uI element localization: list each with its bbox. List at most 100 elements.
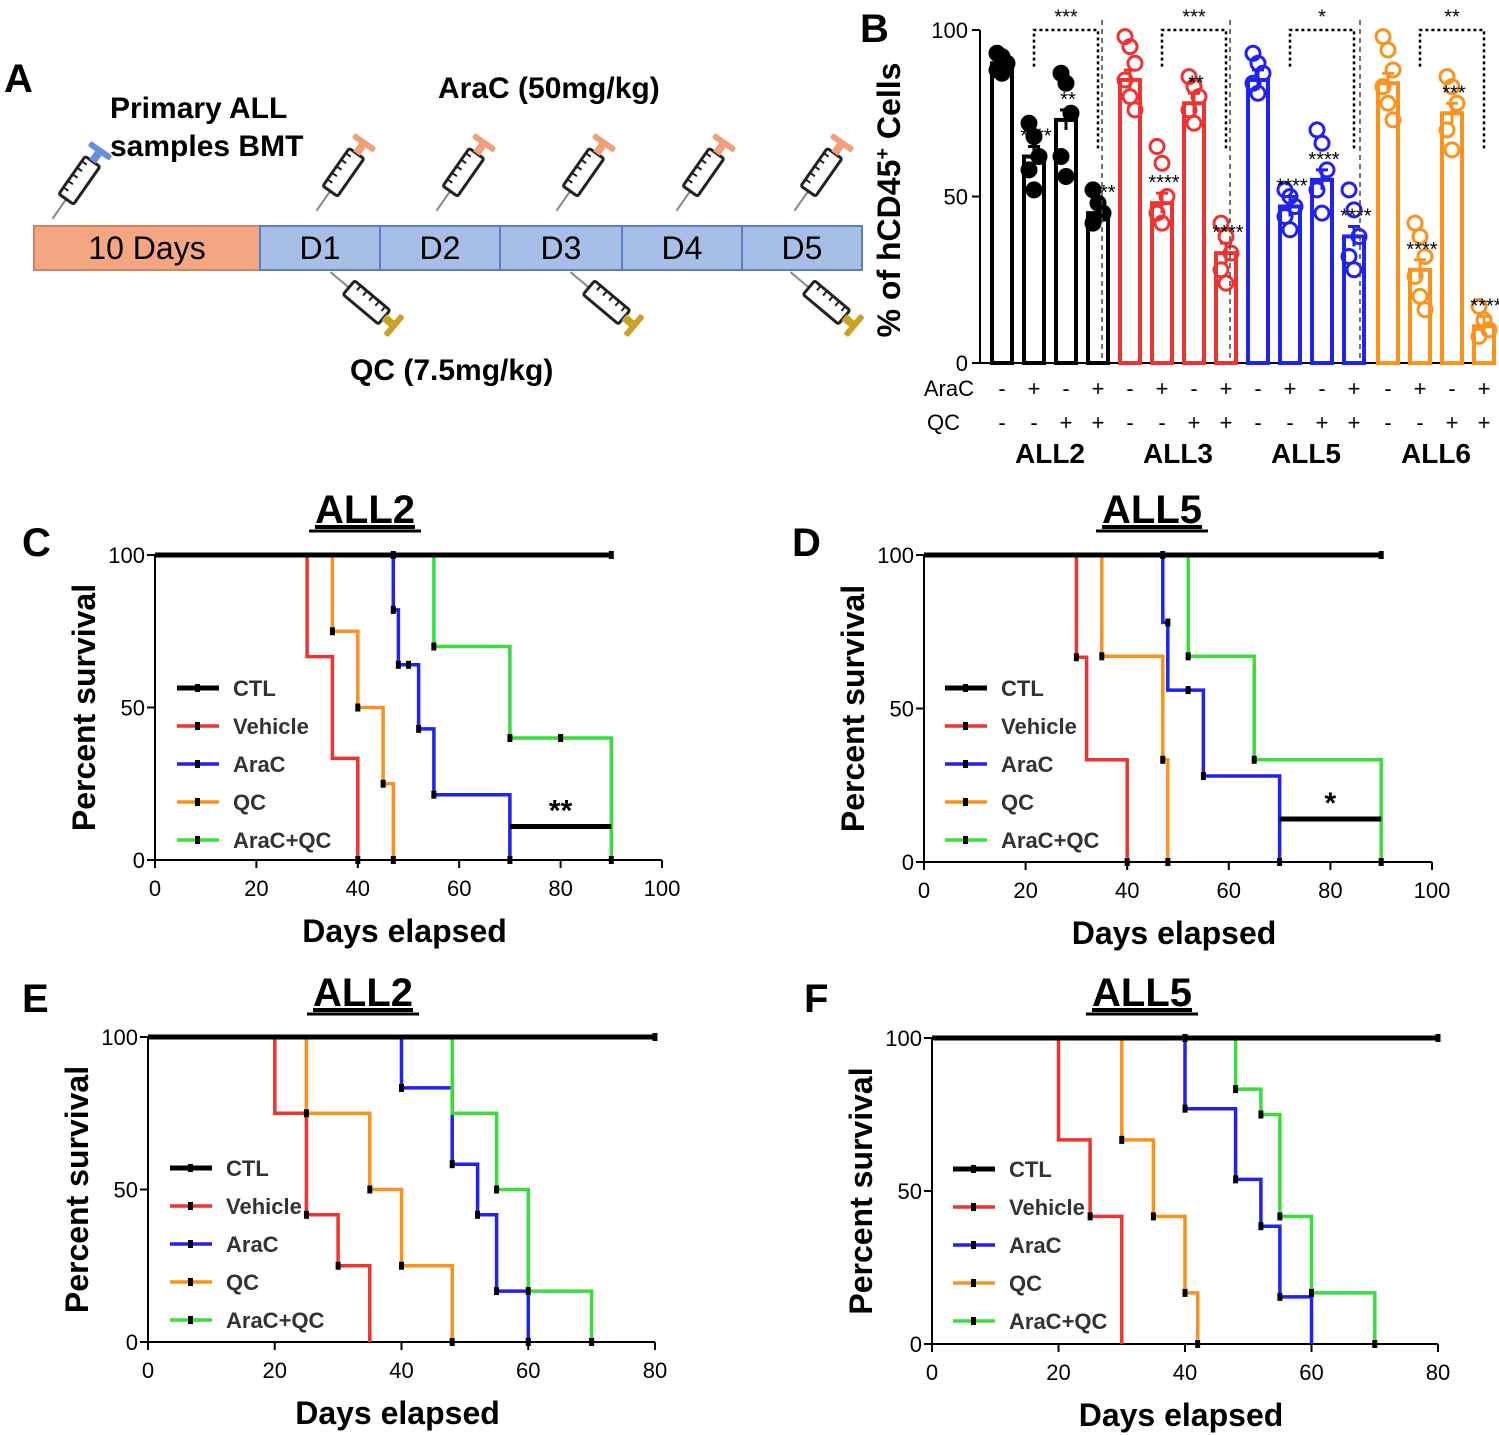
data-point [1318,161,1336,179]
f-x-tick-label: 20 [1046,1360,1070,1385]
d-chart-title: ALL5 [1102,488,1202,532]
f-censor-mark [1087,1212,1093,1221]
b-qc-sign: + [1220,410,1233,435]
e-censor-mark [367,1185,373,1194]
c-censor-mark [608,551,614,559]
arac-syringe-icon-d3 [544,131,618,220]
significance-bracket [1288,28,1356,150]
e-x-tick-label: 60 [516,1358,540,1383]
e-legend-mark [188,1240,193,1248]
f-legend-label: QC [1009,1271,1042,1296]
c-legend-mark [195,798,200,806]
significance-bracket [1032,28,1100,150]
c-x-tick-label: 100 [644,876,681,901]
bar [1342,234,1366,366]
b-arac-sign: + [1092,376,1105,401]
e-censor-mark [652,1033,658,1041]
f-chart-title: ALL5 [1092,971,1192,1015]
d-legend-mark [963,684,968,692]
f-legend-mark [971,1203,976,1211]
timeline-d4-label: D4 [662,230,703,266]
data-point [1121,38,1139,56]
d-y-tick-label: 50 [890,697,914,722]
data-point [1308,181,1326,199]
data-point [1340,181,1358,199]
d-censor-mark [1185,652,1191,661]
f-y-tick-label: 100 [885,1026,922,1051]
b-arac-sign: - [998,376,1005,401]
data-point [1411,227,1429,245]
d-censor-mark [1124,858,1130,866]
f-censor-mark [1258,1110,1264,1119]
c-y-tick-label: 100 [108,543,145,568]
c-legend-mark [195,760,200,768]
timeline-d3-label: D3 [541,230,582,266]
f-y-tick-label: 50 [898,1179,922,1204]
c-x-tick-label: 60 [447,876,471,901]
b-arac-sign: - [1254,376,1261,401]
c-legend-label: CTL [233,676,276,701]
b-arac-sign: - [1062,376,1069,401]
d-censor-mark [1099,652,1105,661]
bracket-significance-label: *** [1054,6,1078,28]
d-censor-mark [1165,858,1171,866]
b-qc-sign: + [1478,410,1491,435]
c-censor-mark [395,660,401,669]
f-legend-mark [971,1279,976,1287]
d-series-line-vehicle [924,553,1129,862]
data-point [1384,111,1402,129]
data-point [1052,148,1070,166]
e-legend-label: AraC+QC [226,1308,325,1333]
f-series-line-vehicle [932,1036,1124,1344]
f-censor-mark [1195,1340,1201,1348]
b-qc-sign: - [1158,410,1165,435]
data-point [1190,88,1208,106]
data-point [1020,161,1038,179]
data-point [1313,204,1331,222]
f-series-line-arac-qc [932,1036,1377,1344]
f-censor-mark [1150,1212,1156,1221]
data-point [1281,221,1299,239]
b-qc-sign: + [1316,410,1329,435]
d-censor-mark [1277,858,1283,866]
f-censor-mark [1258,1222,1264,1231]
data-point [1222,244,1240,262]
bmt-label-line1: Primary ALL [110,92,287,125]
b-row-label-arac: AraC [924,376,974,401]
f-legend-label: CTL [1009,1157,1052,1182]
f-censor-mark [1277,1212,1283,1221]
d-legend-label: AraC+QC [1001,828,1100,853]
data-point [1185,114,1203,132]
e-legend-label: AraC [226,1232,279,1257]
bmt-label-line2: samples BMT [110,130,303,163]
qc-syringe-icon-d3 [560,260,647,339]
d-legend-mark [963,760,968,768]
data-point [1374,78,1392,96]
c-censor-mark [406,660,411,669]
b-arac-sign: + [1478,376,1491,401]
d-censor-mark [1185,686,1191,695]
data-point [1025,128,1043,146]
c-significance-label: ** [549,794,573,827]
c-censor-mark [390,856,396,864]
data-point [1379,41,1397,59]
e-censor-mark [303,1109,309,1118]
e-censor-mark [399,1083,404,1092]
e-y-axis-title: Percent survival [59,1066,95,1313]
d-x-axis-title: Days elapsed [1072,915,1277,951]
panel-e-survival: E ALL2 0 50 100 0 20 40 60 80 Days elapsed Percent… [22,971,667,1431]
bar [990,61,1014,366]
data-point [1094,204,1112,222]
data-point [1416,247,1434,265]
e-x-tick-label: 0 [142,1358,154,1383]
b-group-label: ALL3 [1143,438,1213,469]
c-y-axis-title: Percent survival [66,584,102,831]
arac-syringe-icon-d4 [664,131,738,220]
f-censor-mark [1182,1104,1188,1113]
data-point [1126,101,1144,119]
panel-b-bar-chart: B % of hCD45+ Cells 050100AraCQC--****+-… [860,6,1499,469]
data-point [1153,154,1171,172]
c-censor-mark [390,551,396,559]
d-censor-mark [1251,755,1257,764]
b-arac-sign: - [1318,376,1325,401]
